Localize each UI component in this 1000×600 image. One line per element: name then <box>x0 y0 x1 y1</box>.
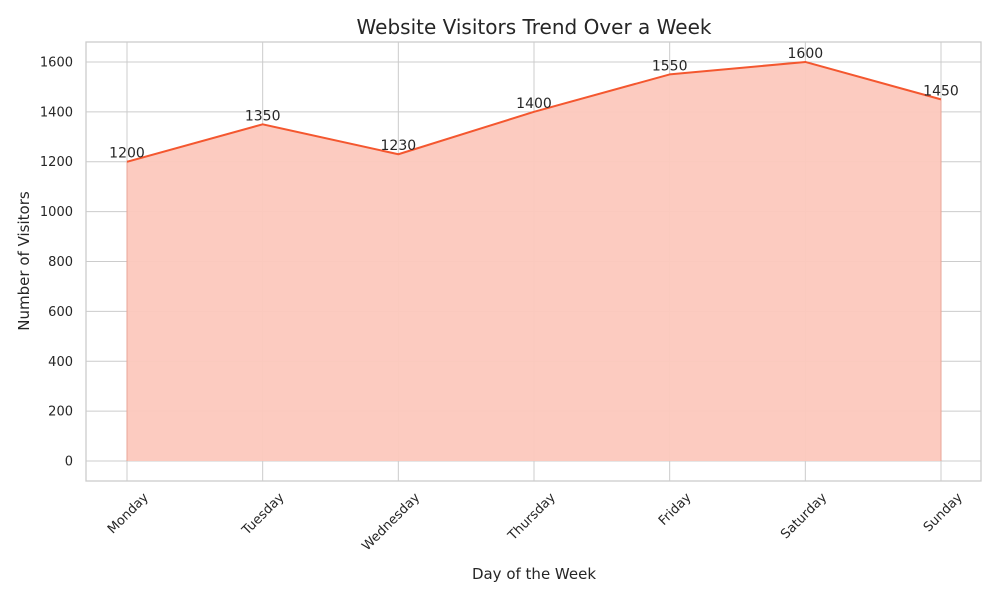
chart-title: Website Visitors Trend Over a Week <box>357 15 712 39</box>
x-tick-label: Monday <box>105 490 152 537</box>
y-tick-label: 0 <box>65 455 73 470</box>
x-tick-label: Friday <box>656 490 695 529</box>
data-labels: 1200 1350 1230 1400 1550 1600 1450 <box>109 46 959 162</box>
y-tick-label: 400 <box>48 355 73 370</box>
x-tick-label: Wednesday <box>359 490 423 554</box>
data-label: 1400 <box>516 96 552 112</box>
x-axis-label: Day of the Week <box>472 565 596 583</box>
area-fill <box>127 61 941 462</box>
x-tick-label: Sunday <box>921 490 966 535</box>
x-tick-label: Tuesday <box>239 490 288 539</box>
y-tick-label: 800 <box>48 255 73 270</box>
y-tick-label: 1000 <box>40 205 73 220</box>
y-axis-label: Number of Visitors <box>15 191 33 331</box>
data-label: 1600 <box>788 46 824 62</box>
y-tick-label: 600 <box>48 305 73 320</box>
x-tick-label: Thursday <box>505 490 559 544</box>
y-tick-label: 200 <box>48 405 73 420</box>
data-label: 1350 <box>245 108 281 124</box>
data-label: 1450 <box>923 83 959 99</box>
data-label: 1200 <box>109 146 145 162</box>
plot-frame <box>85 41 982 482</box>
area-series <box>126 60 942 462</box>
x-tick-label: Saturday <box>778 490 830 542</box>
y-tick-label: 1400 <box>40 105 73 120</box>
y-tick-label: 1600 <box>40 55 73 70</box>
y-tick-label: 1200 <box>40 155 73 170</box>
data-label: 1230 <box>381 138 417 154</box>
data-label: 1550 <box>652 58 688 74</box>
series-line <box>126 60 942 163</box>
